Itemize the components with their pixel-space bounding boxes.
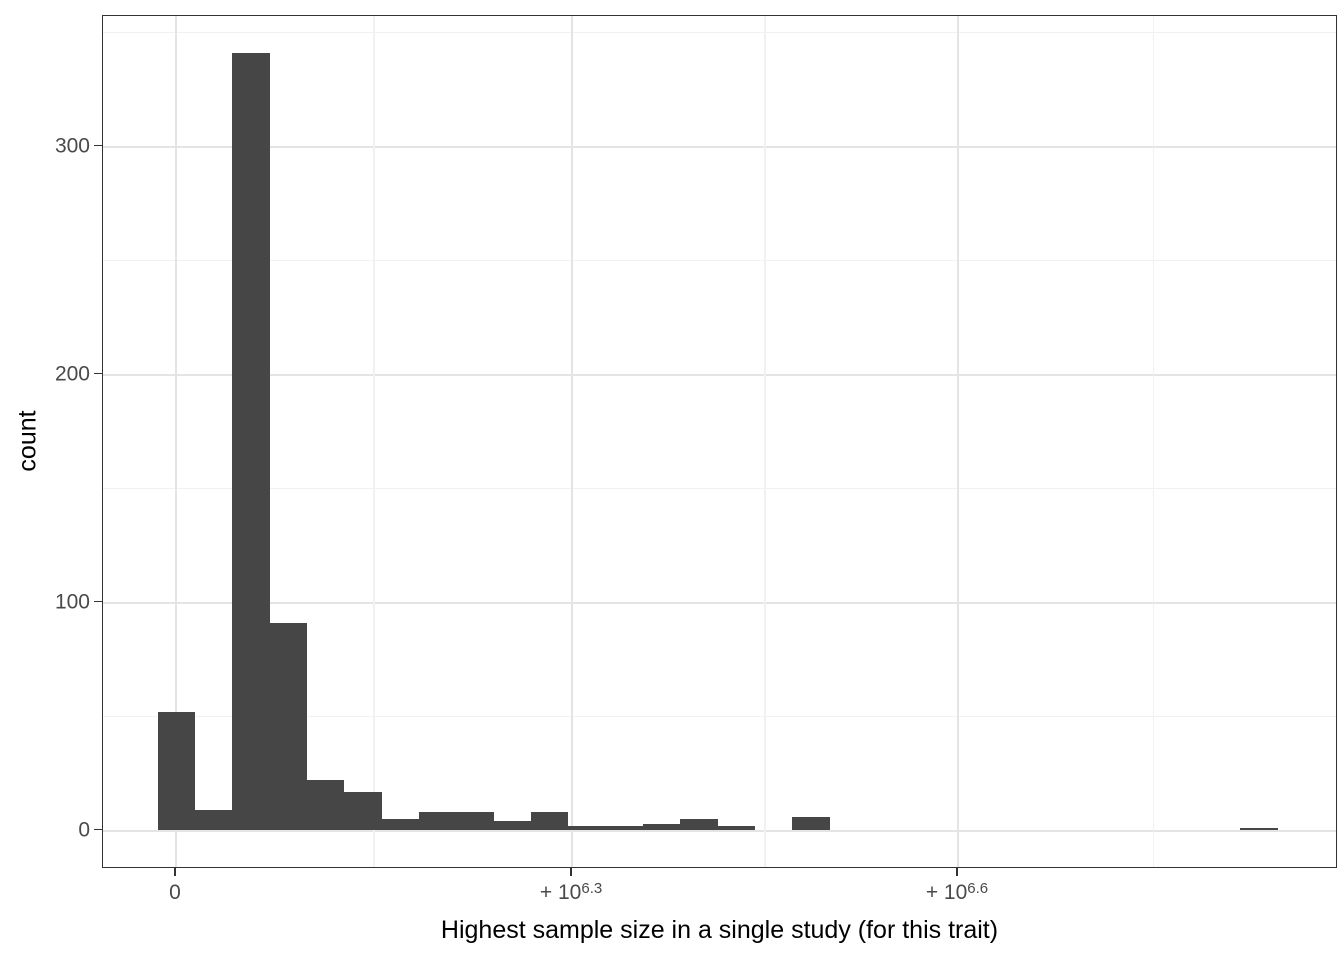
x-major-gridline — [174, 16, 177, 867]
y-axis-title: count — [13, 410, 42, 472]
histogram-bar — [195, 809, 233, 831]
x-tick-label: + 106.3 — [539, 880, 603, 904]
x-major-gridline — [571, 16, 574, 867]
histogram-bar — [792, 816, 830, 831]
y-major-gridline — [103, 601, 1336, 604]
histogram-bar — [642, 823, 681, 831]
x-axis-title: Highest sample size in a single study (f… — [440, 916, 999, 944]
y-tick-label: 0 — [78, 818, 90, 841]
x-tick-base: + 10 — [925, 881, 968, 904]
x-tick-mark — [570, 868, 572, 876]
y-tick-label: 300 — [54, 134, 90, 157]
y-minor-gridline — [103, 487, 1336, 490]
histogram-bar — [456, 812, 494, 831]
x-major-gridline — [956, 16, 959, 867]
x-tick-base: 0 — [169, 881, 181, 904]
histogram-bar — [157, 711, 196, 831]
x-tick-mark — [174, 868, 176, 876]
x-tick-mark — [956, 868, 958, 876]
y-major-gridline — [103, 829, 1336, 832]
histogram-bar — [531, 812, 569, 831]
y-tick-label: 100 — [54, 590, 90, 613]
x-tick-label: + 106.6 — [925, 880, 989, 904]
y-major-gridline — [103, 373, 1336, 376]
y-major-gridline — [103, 145, 1336, 148]
histogram-bar — [307, 780, 345, 831]
y-minor-gridline — [103, 715, 1336, 718]
y-tick-mark — [94, 372, 102, 375]
histogram-bar — [232, 53, 270, 831]
x-minor-gridline — [373, 16, 375, 867]
histogram-bar — [419, 812, 457, 831]
y-minor-gridline — [103, 259, 1336, 262]
histogram-bar — [605, 825, 643, 831]
y-tick-label: 200 — [54, 362, 90, 385]
histogram-bar — [568, 825, 606, 831]
histogram-bar — [381, 819, 419, 831]
histogram-bar — [344, 791, 382, 831]
y-tick-mark — [94, 600, 102, 603]
y-tick-mark — [94, 828, 102, 831]
x-tick-label: 0 — [169, 882, 181, 903]
histogram-bar — [1240, 828, 1278, 831]
histogram-bar — [680, 819, 718, 831]
x-tick-exponent: 6.6 — [967, 880, 989, 897]
plot-panel — [102, 15, 1337, 868]
x-minor-gridline — [764, 16, 766, 867]
y-tick-mark — [94, 144, 102, 147]
x-tick-base: + 10 — [539, 881, 582, 904]
x-minor-gridline — [1152, 16, 1155, 867]
histogram-bar — [717, 825, 755, 831]
y-minor-gridline — [103, 31, 1336, 34]
x-tick-exponent: 6.3 — [581, 880, 603, 897]
histogram-bar — [269, 623, 308, 831]
histogram-bar — [493, 821, 531, 831]
